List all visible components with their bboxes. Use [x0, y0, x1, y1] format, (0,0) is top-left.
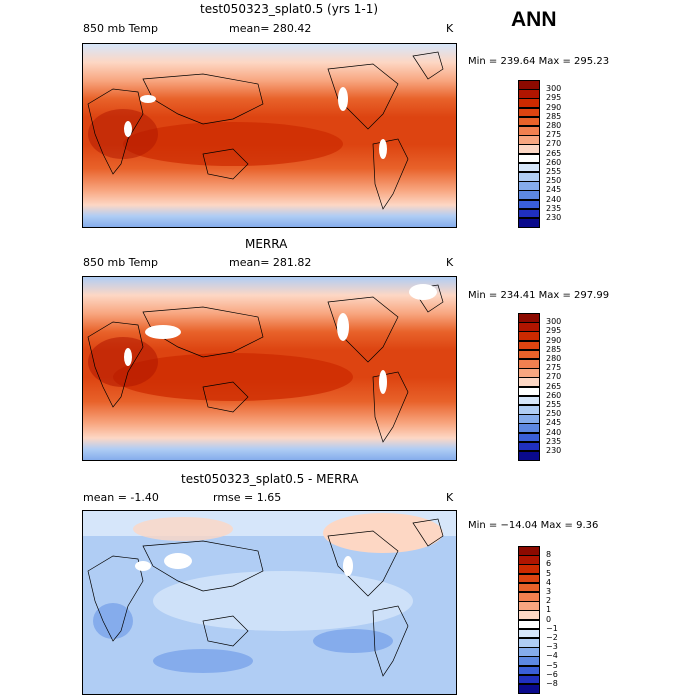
colorbar-tick-label: 300	[546, 84, 562, 94]
colorbar-tick-label: −6	[546, 669, 558, 679]
colorbar-tick-label: 250	[546, 409, 562, 419]
colorbar-tick-label: 235	[546, 436, 562, 446]
panel1-units: K	[446, 22, 454, 35]
colorbar-tick-label: 255	[546, 167, 562, 176]
colorbar-tick-label: 2	[546, 596, 552, 606]
colorbar-tick-label: 265	[546, 381, 562, 391]
panel3-mean: mean = -1.40	[83, 491, 159, 504]
colorbar-tick-label: 290	[546, 335, 562, 345]
colorbar-tick-label: 6	[546, 559, 552, 569]
panel1-minmax: Min = 239.64 Max = 295.23	[468, 56, 610, 67]
colorbar-tick-label: −1	[546, 623, 558, 633]
panel3-units: K	[446, 491, 454, 504]
colorbar-tick-label: 245	[546, 185, 562, 195]
season-label: ANN	[511, 8, 557, 31]
colorbar-tick-label: 240	[546, 194, 562, 204]
colorbar-tick-label: 235	[546, 203, 562, 213]
panel3-rmse: rmse = 1.65	[213, 491, 282, 504]
colorbar-tick-label: 300	[546, 317, 562, 327]
colorbar-tick-label: 245	[546, 418, 562, 428]
colorbar-tick-label: 4	[546, 577, 552, 587]
panel3-contour-field	[83, 511, 456, 694]
colorbar-tick-label: 0	[546, 614, 552, 624]
colorbar-swatch	[518, 684, 540, 694]
colorbar-tick-label: 5	[546, 568, 552, 578]
colorbar-tick-label: 295	[546, 326, 562, 336]
colorbar-tick-label: 285	[546, 111, 562, 121]
panel2-minmax: Min = 234.41 Max = 297.99	[468, 290, 610, 301]
panel2-variable: 850 mb Temp	[83, 256, 159, 269]
panel1-map	[82, 43, 457, 228]
panel1-variable: 850 mb Temp	[83, 22, 159, 35]
colorbar-tick-label: 260	[546, 157, 562, 167]
panel1-contour-field	[83, 44, 456, 227]
panel2-map	[82, 276, 457, 461]
panel3-map	[82, 510, 457, 695]
colorbar-tick-label: 270	[546, 372, 562, 382]
colorbar-tick-label: 280	[546, 354, 562, 363]
colorbar-tick-label: 270	[546, 139, 562, 149]
colorbar-tick-label: 1	[546, 605, 552, 615]
colorbar-swatch	[518, 451, 540, 461]
colorbar-tick-label: −5	[546, 660, 558, 670]
colorbar-tick-label: 255	[546, 400, 562, 409]
colorbar-tick-label: −8	[546, 679, 558, 688]
colorbar-tick-label: 8	[546, 550, 552, 560]
colorbar-tick-label: 275	[546, 130, 562, 140]
panel2-contour-field	[83, 277, 456, 460]
panel3-title: test050323_splat0.5 - MERRA	[181, 472, 359, 486]
colorbar-tick-label: −3	[546, 642, 558, 652]
colorbar-tick-label: 260	[546, 390, 562, 400]
panel2-units: K	[446, 256, 454, 269]
colorbar-tick-label: 280	[546, 121, 562, 130]
colorbar-tick-label: −4	[546, 651, 558, 661]
colorbar-tick-label: 285	[546, 344, 562, 354]
colorbar-tick-label: 250	[546, 176, 562, 186]
colorbar-tick-label: 3	[546, 587, 552, 596]
panel1-mean: mean= 280.42	[229, 22, 312, 35]
panel1-title: test050323_splat0.5 (yrs 1-1)	[200, 2, 379, 16]
panel2-title: MERRA	[245, 237, 288, 251]
colorbar-swatch	[518, 218, 540, 228]
colorbar-tick-label: 290	[546, 102, 562, 112]
colorbar-tick-label: 230	[546, 446, 562, 455]
colorbar-tick-label: 275	[546, 363, 562, 373]
panel3-minmax: Min = −14.04 Max = 9.36	[468, 520, 599, 531]
colorbar-tick-label: −2	[546, 633, 558, 642]
colorbar-tick-label: 230	[546, 213, 562, 222]
colorbar-tick-label: 295	[546, 93, 562, 103]
colorbar-tick-label: 265	[546, 148, 562, 158]
panel2-mean: mean= 281.82	[229, 256, 312, 269]
colorbar-tick-label: 240	[546, 427, 562, 437]
